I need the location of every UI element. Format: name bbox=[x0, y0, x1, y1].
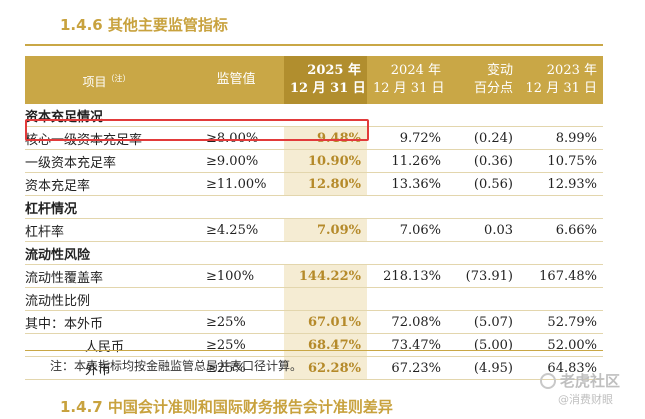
row-label: 人民币 bbox=[25, 333, 188, 357]
row-2024: 218.13% bbox=[367, 264, 447, 288]
table-row: 一级资本充足率 ≥9.00% 10.90% 11.26% (0.36) 10.7… bbox=[25, 149, 603, 173]
row-2023: 8.99% bbox=[519, 126, 603, 150]
row-2023: 10.75% bbox=[519, 149, 603, 173]
top-rule bbox=[25, 44, 603, 46]
watermark: 老虎社区 @消费财眼 bbox=[540, 370, 620, 407]
row-regulatory: ≥100% bbox=[188, 264, 284, 288]
row-regulatory: ≥4.25% bbox=[188, 218, 284, 242]
tiger-logo-icon bbox=[540, 373, 556, 389]
row-regulatory: ≥25% bbox=[188, 310, 284, 334]
row-2024: 7.06% bbox=[367, 218, 447, 242]
header-change-line1: 变动 bbox=[486, 63, 513, 78]
row-2023: 52.00% bbox=[519, 333, 603, 357]
row-2025: 62.28% bbox=[284, 356, 367, 380]
header-item-label: 项目 bbox=[82, 74, 107, 89]
row-2024: 9.72% bbox=[367, 126, 447, 150]
indicators-table: 项目（注） 监管值 2025 年 12 月 31 日 2024 年 12 月 3… bbox=[25, 56, 603, 380]
row-regulatory: ≥25% bbox=[188, 333, 284, 357]
header-2023-line2: 12 月 31 日 bbox=[525, 81, 597, 96]
row-label: 其中：本外币 bbox=[25, 310, 188, 334]
header-2023: 2023 年 12 月 31 日 bbox=[519, 56, 603, 104]
row-2023: 12.93% bbox=[519, 172, 603, 196]
bottom-rule bbox=[25, 350, 603, 351]
row-2025: 10.90% bbox=[284, 149, 367, 173]
row-change: (5.07) bbox=[447, 310, 519, 334]
row-change: 0.03 bbox=[447, 218, 519, 242]
watermark-line1: 老虎社区 bbox=[540, 370, 620, 391]
row-2025: 12.80% bbox=[284, 172, 367, 196]
row-regulatory bbox=[188, 287, 284, 311]
row-2025 bbox=[284, 287, 367, 311]
watermark-line2: @消费财眼 bbox=[558, 393, 613, 406]
row-2024 bbox=[367, 287, 447, 311]
group-row: 流动性风险 bbox=[25, 241, 603, 265]
row-regulatory: ≥25% bbox=[188, 356, 284, 380]
header-change-line2: 百分点 bbox=[473, 81, 513, 96]
header-2024-line1: 2024 年 bbox=[390, 63, 441, 78]
row-change: (5.00) bbox=[447, 333, 519, 357]
header-2023-line1: 2023 年 bbox=[546, 63, 597, 78]
header-2025-line1: 2025 年 bbox=[307, 63, 361, 78]
table-row: 其中：本外币 ≥25% 67.01% 72.08% (5.07) 52.79% bbox=[25, 310, 603, 334]
row-2023: 52.79% bbox=[519, 310, 603, 334]
row-2025: 9.48% bbox=[284, 126, 367, 150]
row-change: (4.95) bbox=[447, 356, 519, 380]
row-2025: 68.47% bbox=[284, 333, 367, 357]
group-row: 资本充足情况 bbox=[25, 104, 603, 127]
header-change: 变动 百分点 bbox=[447, 56, 519, 104]
row-label: 核心一级资本充足率 bbox=[25, 126, 188, 150]
row-label: 杠杆率 bbox=[25, 218, 188, 242]
group-label: 杠杆情况 bbox=[25, 195, 603, 219]
table-row: 资本充足率 ≥11.00% 12.80% 13.36% (0.56) 12.93… bbox=[25, 172, 603, 196]
row-2025: 144.22% bbox=[284, 264, 367, 288]
next-section-title: 1.4.7 中国会计准则和国际财务报告会计准则差异 bbox=[60, 398, 393, 416]
header-2025: 2025 年 12 月 31 日 bbox=[284, 56, 367, 104]
row-change: (0.36) bbox=[447, 149, 519, 173]
row-2025: 7.09% bbox=[284, 218, 367, 242]
group-label: 流动性风险 bbox=[25, 241, 603, 265]
table-row: 外币 ≥25% 62.28% 67.23% (4.95) 64.83% bbox=[25, 356, 603, 380]
row-2024: 73.47% bbox=[367, 333, 447, 357]
row-2023: 64.83% bbox=[519, 356, 603, 380]
row-label: 一级资本充足率 bbox=[25, 149, 188, 173]
table-row: 流动性比例 bbox=[25, 287, 603, 311]
row-2025: 67.01% bbox=[284, 310, 367, 334]
row-2023: 167.48% bbox=[519, 264, 603, 288]
row-regulatory: ≥11.00% bbox=[188, 172, 284, 196]
row-label-text: 外币 bbox=[85, 362, 112, 378]
row-change: (0.56) bbox=[447, 172, 519, 196]
header-2024-line2: 12 月 31 日 bbox=[373, 81, 445, 96]
header-regulatory: 监管值 bbox=[188, 56, 284, 104]
row-change bbox=[447, 287, 519, 311]
header-2025-line2: 12 月 31 日 bbox=[290, 81, 366, 96]
header-item: 项目（注） bbox=[25, 56, 188, 104]
table-note: 注：本表指标均按金融监管总局并表口径计算。 bbox=[50, 359, 303, 373]
table-header-row: 项目（注） 监管值 2025 年 12 月 31 日 2024 年 12 月 3… bbox=[25, 56, 603, 104]
row-2023: 6.66% bbox=[519, 218, 603, 242]
row-regulatory: ≥8.00% bbox=[188, 126, 284, 150]
header-item-note: （注） bbox=[106, 73, 131, 83]
row-label: 外币 bbox=[25, 356, 188, 380]
group-row: 杠杆情况 bbox=[25, 195, 603, 219]
row-2024: 67.23% bbox=[367, 356, 447, 380]
group-label: 资本充足情况 bbox=[25, 104, 603, 127]
row-label-text: 人民币 bbox=[85, 339, 125, 355]
row-label: 流动性比例 bbox=[25, 287, 188, 311]
row-regulatory: ≥9.00% bbox=[188, 149, 284, 173]
header-2024: 2024 年 12 月 31 日 bbox=[367, 56, 447, 104]
row-label: 资本充足率 bbox=[25, 172, 188, 196]
row-2024: 72.08% bbox=[367, 310, 447, 334]
row-2024: 13.36% bbox=[367, 172, 447, 196]
row-2023 bbox=[519, 287, 603, 311]
row-change: (73.91) bbox=[447, 264, 519, 288]
table-row: 核心一级资本充足率 ≥8.00% 9.48% 9.72% (0.24) 8.99… bbox=[25, 126, 603, 150]
section-title: 1.4.6 其他主要监管指标 bbox=[60, 16, 228, 34]
table-row: 人民币 ≥25% 68.47% 73.47% (5.00) 52.00% bbox=[25, 333, 603, 357]
row-change: (0.24) bbox=[447, 126, 519, 150]
row-2024: 11.26% bbox=[367, 149, 447, 173]
row-label: 流动性覆盖率 bbox=[25, 264, 188, 288]
table-row: 流动性覆盖率 ≥100% 144.22% 218.13% (73.91) 167… bbox=[25, 264, 603, 288]
watermark-line1-text: 老虎社区 bbox=[560, 372, 621, 390]
table-row: 杠杆率 ≥4.25% 7.09% 7.06% 0.03 6.66% bbox=[25, 218, 603, 242]
